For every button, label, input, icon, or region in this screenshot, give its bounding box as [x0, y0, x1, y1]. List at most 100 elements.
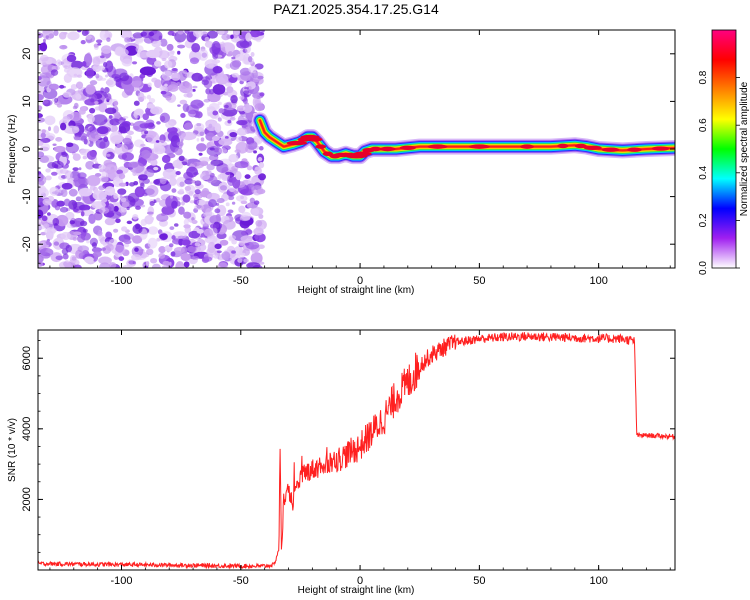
- noise-speckle: [224, 135, 229, 139]
- noise-speckle: [172, 231, 188, 239]
- noise-speckle: [45, 168, 51, 173]
- noise-speckle: [217, 117, 222, 122]
- noise-speckle: [121, 58, 133, 67]
- noise-speckle: [207, 30, 218, 39]
- y-tick-label: -20: [21, 236, 33, 252]
- noise-speckle: [256, 38, 261, 43]
- noise-speckle: [247, 55, 253, 63]
- noise-speckle: [178, 238, 184, 246]
- noise-speckle: [70, 60, 84, 70]
- noise-speckle: [42, 198, 52, 206]
- noise-speckle: [196, 137, 200, 142]
- x-tick-label: -50: [233, 575, 249, 587]
- colorbar-ticks: 0.0 0.2 0.4 0.6 0.8: [698, 70, 740, 275]
- colorbar-tick-label: 0.0: [698, 261, 709, 275]
- noise-speckle: [39, 54, 49, 62]
- noise-speckle: [155, 197, 161, 203]
- noise-speckle: [99, 77, 107, 81]
- noise-speckle: [171, 188, 177, 193]
- noise-speckle: [258, 173, 266, 181]
- noise-speckle: [73, 175, 79, 181]
- noise-speckle: [38, 140, 44, 146]
- noise-speckle: [193, 122, 205, 131]
- noise-speckle: [189, 200, 195, 204]
- noise-speckle: [182, 194, 191, 203]
- noise-speckle: [84, 30, 90, 35]
- noise-speckle: [166, 43, 174, 51]
- noise-speckle: [249, 30, 261, 38]
- noise-speckle: [124, 37, 132, 43]
- noise-speckle: [89, 80, 98, 86]
- noise-speckle: [85, 84, 96, 95]
- noise-speckle: [92, 251, 102, 258]
- noise-speckle: [217, 101, 222, 106]
- noise-speckle: [99, 102, 107, 110]
- noise-speckle: [194, 242, 201, 247]
- noise-speckle: [60, 231, 71, 241]
- noise-speckle: [68, 199, 78, 210]
- noise-speckle: [121, 226, 128, 232]
- noise-speckle: [72, 167, 79, 172]
- noise-speckle: [39, 248, 54, 257]
- noise-speckle: [235, 171, 242, 181]
- noise-speckle: [55, 255, 64, 261]
- noise-speckle: [240, 70, 255, 82]
- noise-speckle: [177, 44, 186, 49]
- noise-speckle: [181, 201, 185, 206]
- noise-speckle: [75, 93, 82, 100]
- noise-speckle: [51, 160, 64, 169]
- noise-speckle: [229, 187, 236, 193]
- ridge-peak: [286, 140, 308, 146]
- noise-speckle: [85, 67, 95, 79]
- noise-speckle: [153, 145, 166, 155]
- noise-speckle: [243, 90, 250, 95]
- noise-speckle: [118, 182, 127, 187]
- noise-speckle: [259, 261, 265, 265]
- noise-speckle: [38, 75, 42, 81]
- noise-speckle: [93, 211, 103, 221]
- noise-speckle: [219, 185, 228, 191]
- noise-speckle: [75, 196, 82, 202]
- noise-speckle: [86, 150, 97, 160]
- ridge-peak: [353, 151, 372, 156]
- x-tick-label: 50: [473, 575, 485, 587]
- noise-speckle: [203, 98, 211, 103]
- noise-speckle: [140, 143, 146, 147]
- noise-speckle: [245, 32, 252, 42]
- noise-speckle: [183, 261, 190, 268]
- noise-speckle: [79, 220, 88, 227]
- noise-speckle: [47, 212, 51, 216]
- noise-speckle: [87, 114, 95, 124]
- noise-speckle: [194, 189, 201, 195]
- noise-speckle: [218, 147, 228, 154]
- x-tick-label: 0: [357, 575, 363, 587]
- noise-speckle: [39, 155, 50, 163]
- ridge-peak: [468, 144, 490, 149]
- noise-speckle: [198, 152, 203, 156]
- noise-speckle: [254, 166, 262, 175]
- noise-speckle: [179, 99, 188, 105]
- noise-speckle: [38, 219, 41, 224]
- noise-speckle: [131, 235, 143, 244]
- noise-speckle: [240, 211, 252, 221]
- noise-speckle: [114, 143, 129, 156]
- noise-speckle: [175, 261, 185, 268]
- noise-speckle: [161, 70, 172, 81]
- noise-speckle: [39, 146, 50, 152]
- noise-speckle: [240, 252, 246, 256]
- noise-speckle: [254, 103, 265, 112]
- noise-speckle: [73, 136, 80, 141]
- noise-speckle: [159, 112, 171, 124]
- noise-speckle: [99, 30, 109, 41]
- noise-speckle: [118, 256, 125, 261]
- noise-speckle: [72, 153, 81, 161]
- noise-speckle: [147, 226, 159, 235]
- noise-speckle: [55, 136, 63, 142]
- noise-speckle: [176, 82, 181, 86]
- noise-speckle: [99, 175, 109, 183]
- noise-speckle: [151, 77, 158, 83]
- noise-speckle: [258, 214, 264, 219]
- noise-speckle: [51, 199, 59, 208]
- noise-speckle: [184, 186, 192, 191]
- noise-speckle: [167, 84, 179, 92]
